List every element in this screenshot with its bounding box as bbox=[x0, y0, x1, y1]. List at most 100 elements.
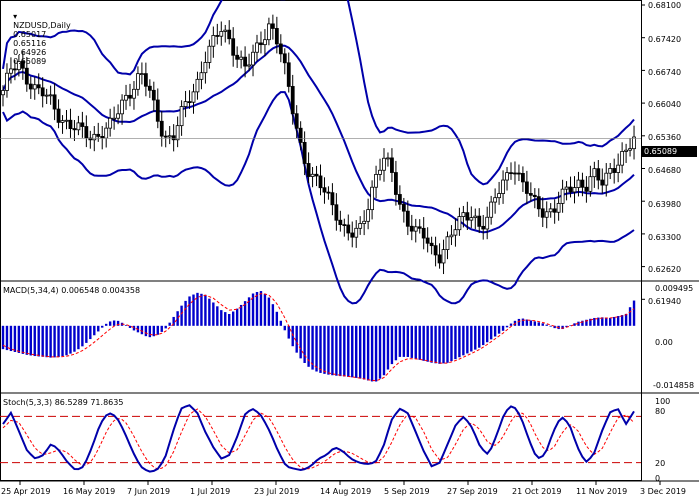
candle bbox=[207, 45, 212, 63]
macd-histogram-bar bbox=[287, 325, 290, 339]
candle bbox=[378, 169, 382, 175]
candle bbox=[1, 90, 5, 96]
candle bbox=[179, 106, 184, 127]
macd-histogram-bar bbox=[255, 292, 259, 326]
macd-histogram-bar bbox=[529, 320, 533, 326]
candle bbox=[600, 179, 605, 186]
date-tick: 16 May 2019 bbox=[63, 487, 116, 496]
candle bbox=[469, 217, 474, 221]
candle bbox=[592, 168, 597, 178]
macd-histogram-bar bbox=[160, 325, 163, 332]
macd-histogram-bar bbox=[537, 322, 540, 326]
candle bbox=[405, 210, 410, 227]
macd-histogram-bar bbox=[497, 325, 501, 334]
candle bbox=[52, 94, 57, 110]
macd-histogram-bar bbox=[41, 325, 44, 357]
macd-histogram-bar bbox=[489, 325, 493, 340]
macd-histogram-bar bbox=[267, 297, 271, 326]
macd-histogram-bar bbox=[196, 292, 199, 326]
macd-histogram-bar bbox=[470, 325, 473, 352]
macd-tick: -0.014858 bbox=[653, 381, 695, 390]
macd-histogram-bar bbox=[307, 325, 310, 367]
candle bbox=[247, 64, 251, 67]
date-tick: 3 Dec 2019 bbox=[640, 487, 687, 496]
candle bbox=[517, 172, 521, 175]
candle bbox=[282, 53, 287, 64]
candle bbox=[322, 187, 327, 193]
candle bbox=[96, 133, 101, 137]
macd-histogram-bar bbox=[243, 301, 247, 326]
candle bbox=[227, 29, 232, 40]
candle bbox=[294, 113, 299, 129]
macd-histogram-bar bbox=[458, 325, 461, 358]
candle bbox=[334, 204, 339, 221]
macd-histogram-bar bbox=[517, 318, 521, 326]
candle bbox=[350, 232, 355, 238]
candle bbox=[548, 208, 553, 213]
date-tick: 7 Jun 2019 bbox=[127, 487, 171, 496]
candle bbox=[552, 208, 557, 213]
candle bbox=[235, 54, 240, 60]
candle bbox=[445, 236, 450, 251]
macd-histogram-bar bbox=[422, 325, 425, 361]
macd-histogram-bar bbox=[521, 318, 525, 326]
price-tick: 0.66040 bbox=[648, 100, 682, 109]
macd-histogram-bar bbox=[251, 293, 255, 326]
candle bbox=[163, 135, 168, 138]
candle bbox=[211, 35, 216, 47]
macd-histogram-bar bbox=[628, 307, 632, 326]
candle bbox=[568, 186, 573, 193]
macd-histogram-bar bbox=[565, 325, 568, 328]
macd-histogram-bar bbox=[25, 325, 29, 355]
macd-histogram-bar bbox=[49, 325, 52, 358]
current-price-label: 0.65089 bbox=[641, 146, 697, 157]
macd-histogram-bar bbox=[362, 325, 366, 380]
macd-histogram-bar bbox=[33, 325, 36, 357]
candle bbox=[40, 87, 45, 97]
macd-histogram-bar bbox=[180, 305, 183, 326]
candle bbox=[628, 148, 632, 151]
candle bbox=[143, 73, 148, 87]
candle bbox=[330, 192, 335, 206]
macd-histogram-bar bbox=[327, 325, 330, 375]
price-tick: 0.65360 bbox=[648, 133, 682, 142]
macd-histogram-bar bbox=[501, 325, 505, 331]
candle bbox=[489, 201, 494, 218]
macd-histogram-bar bbox=[132, 325, 136, 331]
macd-histogram-bar bbox=[601, 317, 604, 326]
candle bbox=[477, 215, 482, 227]
macd-histogram-bar bbox=[271, 304, 275, 326]
macd-histogram-bar bbox=[9, 325, 13, 352]
macd-histogram-bar bbox=[188, 296, 191, 326]
candle bbox=[167, 135, 172, 138]
macd-histogram-bar bbox=[414, 325, 417, 359]
macd-histogram-bar bbox=[462, 325, 465, 356]
macd-histogram-bar bbox=[382, 325, 386, 376]
macd-histogram-bar bbox=[442, 325, 445, 364]
macd-histogram-bar bbox=[339, 325, 342, 377]
candle bbox=[278, 43, 283, 55]
macd-histogram-bar bbox=[347, 325, 350, 377]
candle bbox=[116, 113, 120, 119]
price-tick: 0.62620 bbox=[648, 265, 682, 274]
candle bbox=[509, 172, 513, 175]
macd-signal-line bbox=[2, 293, 635, 382]
candle bbox=[453, 229, 458, 236]
symbol-icon: ▾ bbox=[13, 12, 18, 21]
candle bbox=[80, 122, 85, 127]
macd-histogram-bar bbox=[192, 294, 195, 326]
candle bbox=[191, 91, 196, 103]
macd-histogram-bar bbox=[45, 325, 48, 358]
candle bbox=[44, 94, 49, 97]
macd-histogram-bar bbox=[418, 325, 421, 360]
macd-histogram-bar bbox=[61, 325, 64, 357]
price-tick: 0.68100 bbox=[648, 1, 682, 10]
candle bbox=[263, 39, 267, 46]
macd-histogram-bar bbox=[370, 325, 374, 382]
macd-histogram-bar bbox=[478, 325, 481, 348]
macd-histogram-bar bbox=[172, 316, 175, 326]
candle bbox=[457, 216, 462, 231]
candle bbox=[124, 94, 128, 101]
